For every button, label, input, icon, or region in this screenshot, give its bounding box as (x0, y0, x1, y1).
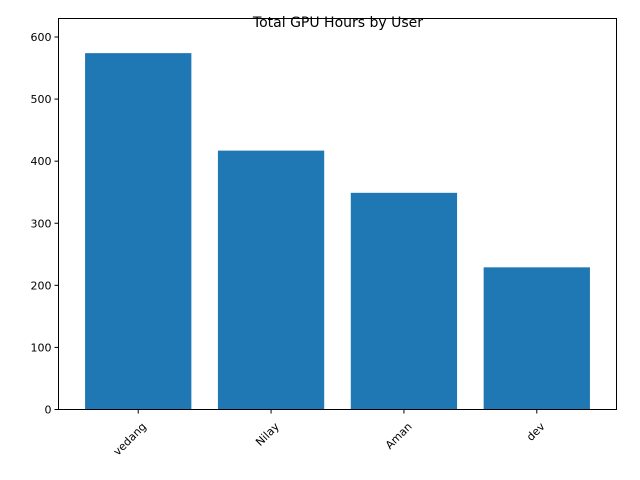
bar-vedang (85, 53, 192, 410)
y-tick-label: 600 (31, 31, 52, 44)
y-tick-label: 200 (31, 279, 52, 292)
y-tick-label: 300 (31, 217, 52, 230)
y-tick-label: 400 (31, 155, 52, 168)
bar-aman (350, 192, 458, 410)
bars-group (85, 53, 590, 410)
x-axis: vedang Nilay Aman dev (111, 409, 548, 458)
x-tick-label: Nilay (253, 420, 282, 449)
x-tick-label: dev (524, 420, 548, 444)
y-tick-label: 0 (45, 404, 52, 417)
bar-nilay (217, 150, 325, 410)
x-tick-label: vedang (111, 420, 149, 458)
y-axis: 0 100 200 300 400 500 600 (31, 31, 59, 417)
bar-dev (483, 267, 590, 410)
y-tick-label: 500 (31, 93, 52, 106)
chart-title: Total GPU Hours by User (252, 15, 423, 31)
y-tick-label: 100 (31, 341, 52, 354)
x-tick-label: Aman (383, 420, 415, 452)
plot-frame (58, 18, 617, 410)
